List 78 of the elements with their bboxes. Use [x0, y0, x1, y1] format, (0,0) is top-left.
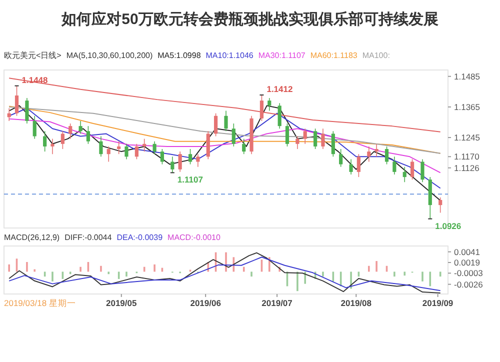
annotation: 1.1107	[177, 174, 204, 185]
candlestick	[260, 94, 264, 122]
line-series	[8, 118, 441, 174]
line-series	[8, 78, 441, 132]
x-tick-label: 2019/07	[262, 298, 293, 308]
text: MA5:1.0998	[158, 51, 202, 60]
candlestick	[438, 197, 442, 214]
text: 2019/03/18 星期一	[4, 298, 76, 308]
candlestick	[68, 123, 72, 140]
text: DEA:-0.0039	[116, 233, 164, 242]
candlestick	[392, 156, 396, 175]
candlestick	[206, 130, 210, 160]
candlestick	[106, 146, 110, 162]
candlestick	[224, 110, 228, 132]
text: 欧元美元<日线>	[4, 51, 62, 60]
candlestick	[331, 130, 335, 158]
candlestick	[321, 128, 325, 150]
candlestick	[278, 102, 282, 130]
candlestick	[339, 148, 343, 168]
candlestick	[170, 156, 174, 174]
annotation: 1.0926	[435, 220, 462, 231]
candlestick	[367, 146, 371, 162]
y-tick-label: 0.0019	[454, 257, 480, 268]
chart-title: 如何应对50万欧元转会费瓶颈挑战实现俱乐部可持续发展	[60, 10, 438, 28]
candlestick	[14, 85, 19, 116]
candlestick	[374, 144, 378, 158]
annotation: 1.1412	[266, 84, 293, 94]
text: MA30:1.1107	[258, 51, 306, 60]
y-tick-label: 1.1365	[454, 102, 480, 112]
text: MA(5,10,30,60,100,200)	[66, 51, 153, 60]
candlestick	[242, 138, 246, 154]
candlestick	[86, 126, 90, 144]
y-tick-label: 1.1170	[454, 152, 480, 162]
candlestick	[285, 123, 290, 147]
candlestick	[60, 130, 64, 150]
text: MA100:	[362, 51, 390, 60]
text: MA60:1.1183	[310, 51, 358, 60]
candlestick	[188, 148, 192, 165]
y-tick-label: 1.1245	[454, 132, 480, 143]
candlestick	[160, 148, 164, 165]
candlestick	[420, 158, 424, 183]
text: DIFF:-0.0044	[64, 233, 112, 242]
candlestick	[296, 136, 300, 150]
candlestick	[43, 130, 47, 152]
candlestick	[303, 128, 307, 144]
candlestick	[124, 144, 128, 160]
y-tick-label: -0.0026	[454, 279, 484, 290]
candlestick	[402, 166, 406, 183]
text: MA10:1.1046	[206, 51, 254, 60]
x-tick-label: 2019/05	[106, 298, 138, 308]
candlestick	[356, 154, 360, 178]
candlestick	[78, 120, 82, 134]
candlestick	[384, 146, 389, 165]
candlestick	[214, 112, 218, 137]
candlestick	[25, 98, 29, 124]
candlestick	[196, 154, 200, 168]
candlestick	[142, 138, 146, 152]
candlestick	[32, 115, 36, 140]
candlestick	[178, 151, 182, 172]
y-tick-label: 0.0041	[454, 246, 480, 257]
x-tick-label: 2019/06	[190, 298, 222, 308]
candlestick	[410, 158, 414, 180]
candlestick	[314, 128, 318, 150]
candlestick	[349, 158, 353, 175]
text: MACD(26,12,9)	[4, 233, 60, 242]
text: MACD:-0.0010	[168, 233, 221, 242]
candlestick	[134, 144, 138, 160]
candlestick	[50, 138, 54, 154]
candlestick	[152, 140, 156, 154]
x-tick-label: 2019/08	[340, 298, 372, 308]
candlestick	[117, 140, 121, 154]
y-tick-label: -0.0003	[454, 268, 484, 278]
candlestick	[99, 136, 103, 158]
y-tick-label: 1.1126	[454, 162, 480, 173]
candlestick	[268, 98, 272, 112]
x-tick-label: 2019/09	[422, 298, 454, 308]
y-tick-label: 1.1485	[454, 71, 480, 82]
candlestick	[232, 123, 236, 147]
